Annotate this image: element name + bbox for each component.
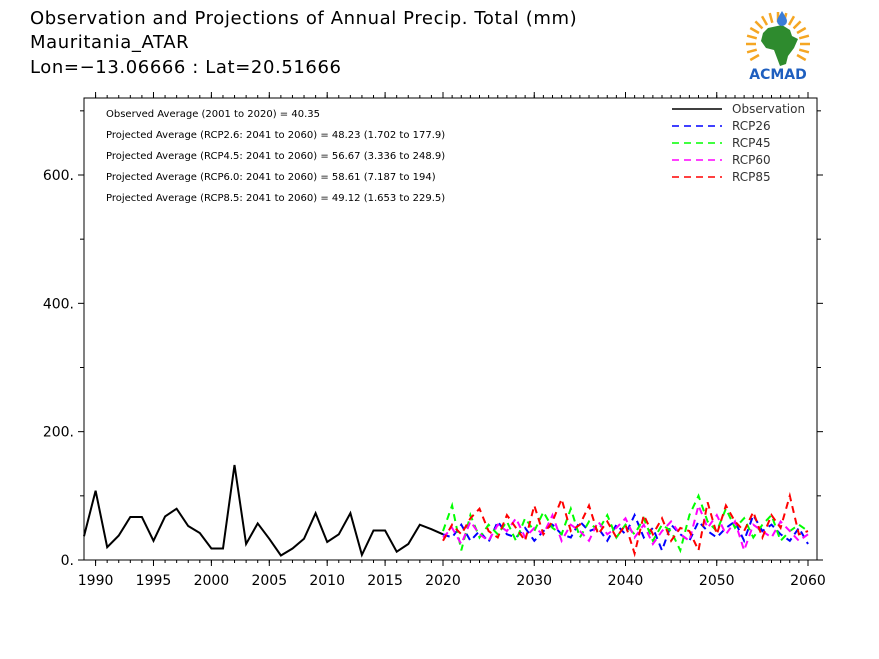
sun-ray [796,26,807,35]
legend-label: RCP26 [732,119,771,133]
sun-ray [760,15,769,26]
series-line-rcp26 [442,512,809,554]
sun-rays-icon [746,12,810,62]
x-tick-label: 2030 [516,573,552,589]
annotation-text: Observed Average (2001 to 2020) = 40.35 [106,109,320,120]
y-tick-label: 400. [43,296,74,312]
x-tick-label: 2015 [367,573,403,589]
plot-frame [83,97,818,561]
series-line-rcp60 [442,502,809,554]
legend: Observation RCP26 RCP45 RCP60 RCP85 [672,102,805,184]
logo-text: ACMAD [749,67,807,83]
sun-ray [746,34,758,40]
y-tick-label: 0. [61,553,74,569]
x-axis: 1990 1995 2000 2005 2010 2015 2020 2030 2040 2050… [78,92,826,589]
sun-ray [798,48,810,54]
sun-ray [792,20,802,30]
water-drop-icon [777,11,787,26]
y-axis: 0. 200. 400. 600. [43,110,823,569]
location-label: Mauritania_ATAR [30,32,190,53]
annotation-text: Projected Average (RCP6.0: 2041 to 2060)… [106,172,436,183]
annotation-text: Projected Average (RCP2.6: 2041 to 2060)… [106,130,445,141]
series-line-observation [83,464,444,558]
chart-title: Observation and Projections of Annual Pr… [30,8,578,29]
annotation-text: Projected Average (RCP8.5: 2041 to 2060)… [106,193,445,204]
annotations-group: Observed Average (2001 to 2020) = 40.35 P… [106,109,445,204]
sun-ray [787,15,796,26]
africa-map-logo-icon: ACMAD [746,11,810,83]
x-tick-label: 1995 [136,573,172,589]
sun-ray [796,53,807,62]
y-tick-label: 200. [43,425,74,441]
annotation-text: Projected Average (RCP4.5: 2041 to 2060)… [106,151,445,162]
legend-label: Observation [732,102,805,116]
x-tick-label: 2010 [309,573,345,589]
x-tick-label: 2020 [425,573,461,589]
series-line-rcp85 [442,491,809,558]
legend-label: RCP45 [732,136,771,150]
x-tick-label: 2040 [608,573,644,589]
sun-ray [754,20,764,30]
x-tick-label: 2000 [194,573,230,589]
legend-label: RCP60 [732,153,771,167]
sun-ray [749,26,760,35]
sun-ray [746,48,758,54]
x-tick-label: 1990 [78,573,114,589]
y-tick-label: 600. [43,168,74,184]
coordinates-label: Lon=−13.06666 : Lat=20.51666 [30,57,342,78]
series-group [83,464,809,558]
series-line-rcp45 [442,493,809,554]
sun-ray [768,12,774,24]
x-tick-label: 2050 [699,573,735,589]
x-tick-label: 2060 [790,573,826,589]
sun-ray [798,34,810,40]
africa-shape-icon [761,25,798,66]
x-tick-label: 2005 [251,573,287,589]
legend-label: RCP85 [732,170,771,184]
acmad-logo: ACMAD [738,8,818,84]
sun-ray [749,53,760,62]
